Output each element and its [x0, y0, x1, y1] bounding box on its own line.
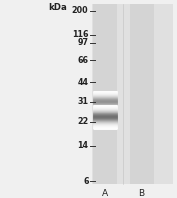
Text: 66: 66	[78, 56, 88, 65]
Text: A: A	[102, 189, 108, 198]
Text: 14: 14	[78, 141, 88, 150]
Text: 6: 6	[83, 177, 88, 186]
Text: 116: 116	[72, 30, 88, 39]
Bar	[93, 4, 117, 184]
Bar	[92, 4, 173, 184]
Text: 44: 44	[78, 78, 88, 87]
Text: 97: 97	[78, 38, 88, 47]
Text: 22: 22	[77, 117, 88, 126]
Text: 31: 31	[78, 97, 88, 107]
Text: B: B	[139, 189, 145, 198]
Text: kDa: kDa	[48, 3, 67, 12]
Text: 200: 200	[72, 6, 88, 15]
Bar	[130, 4, 154, 184]
